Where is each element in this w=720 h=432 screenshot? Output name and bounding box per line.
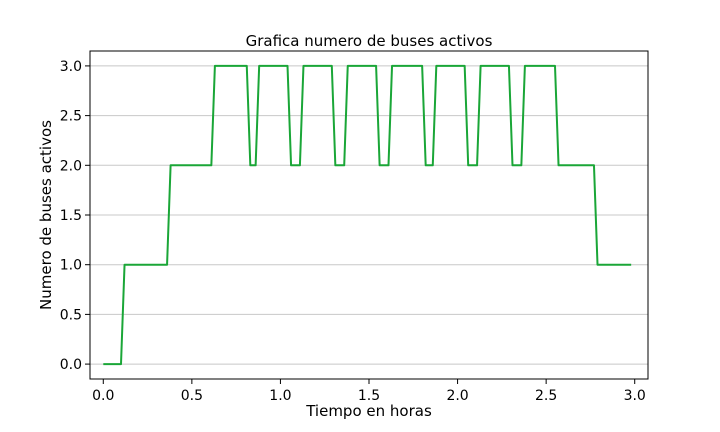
chart-title: Grafica numero de buses activos xyxy=(246,32,493,50)
x-tick-label-6: 3.0 xyxy=(624,388,646,404)
y-tick-label-4: 2.0 xyxy=(60,158,82,174)
x-tick-label-3: 1.5 xyxy=(358,388,380,404)
x-axis-label: Tiempo en horas xyxy=(305,402,432,420)
y-tick-label-0: 0.0 xyxy=(60,357,82,373)
x-tick-label-1: 0.5 xyxy=(181,388,203,404)
y-axis-label: Numero de buses activos xyxy=(37,120,55,310)
x-axis-ticks: 0.0 0.5 1.0 1.5 2.0 2.5 3.0 xyxy=(92,379,646,404)
y-tick-label-1: 0.5 xyxy=(60,307,82,323)
y-tick-label-5: 2.5 xyxy=(60,109,82,125)
y-tick-label-6: 3.0 xyxy=(60,59,82,75)
x-tick-label-2: 1.0 xyxy=(269,388,291,404)
x-tick-label-5: 2.5 xyxy=(535,388,557,404)
series-layer xyxy=(103,64,632,366)
x-tick-label-4: 2.0 xyxy=(446,388,468,404)
series-line-0 xyxy=(103,64,632,366)
x-tick-label-0: 0.0 xyxy=(92,388,114,404)
y-axis-ticks: 0.0 0.5 1.0 1.5 2.0 2.5 3.0 xyxy=(60,59,90,373)
y-tick-label-3: 1.5 xyxy=(60,208,82,224)
y-tick-label-2: 1.0 xyxy=(60,258,82,274)
